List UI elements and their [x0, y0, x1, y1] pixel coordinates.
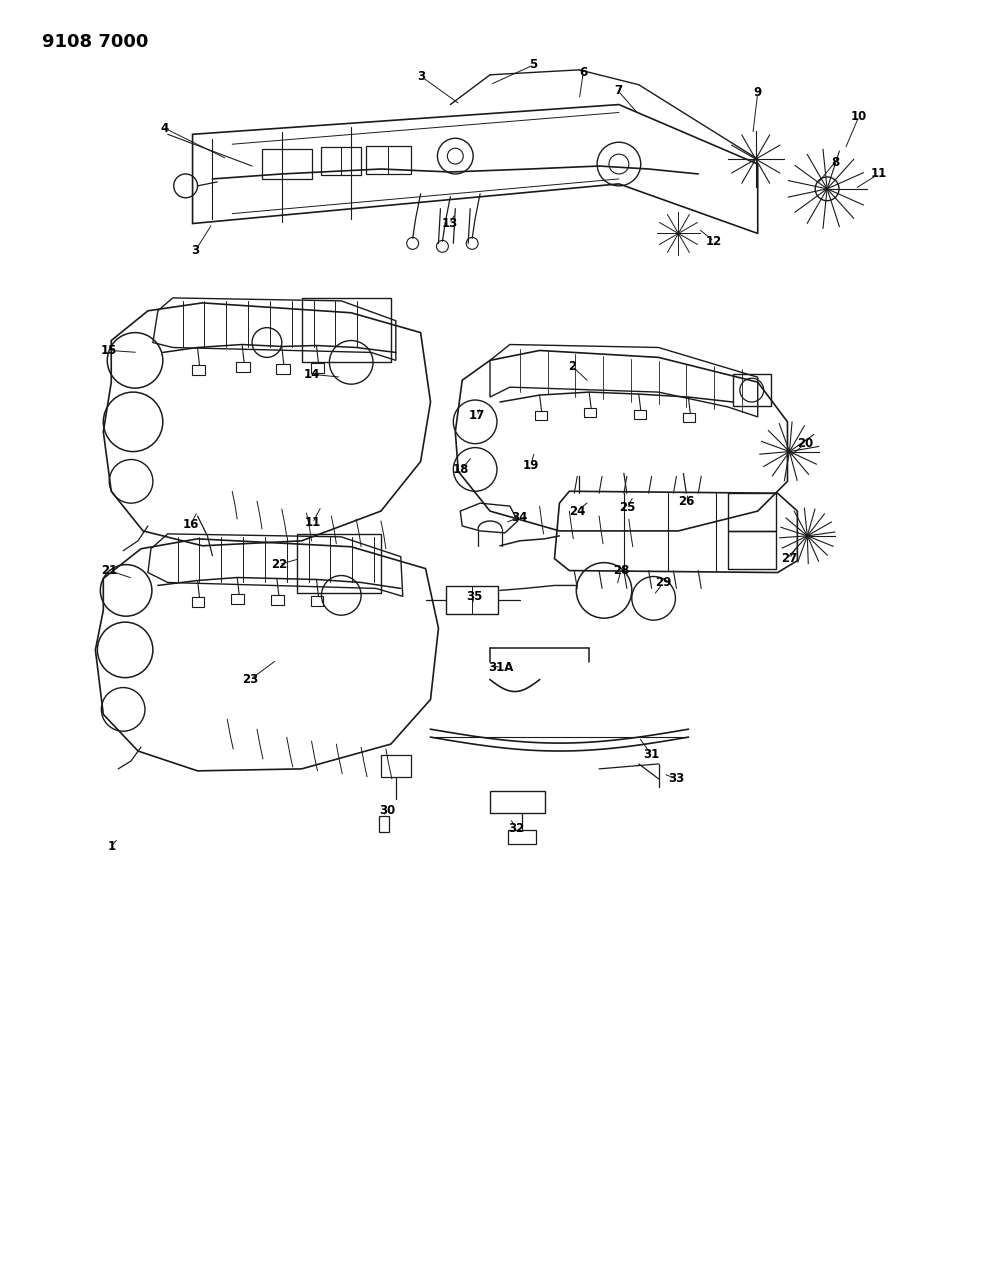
Bar — [733, 375, 771, 405]
Bar — [508, 830, 536, 844]
Text: 9: 9 — [754, 87, 762, 99]
Bar — [366, 147, 411, 173]
Text: 11: 11 — [305, 516, 320, 529]
Text: 12: 12 — [706, 235, 723, 247]
Bar — [311, 597, 323, 607]
Bar — [302, 298, 391, 362]
Bar — [192, 366, 205, 375]
Bar — [683, 413, 695, 422]
Text: 10: 10 — [850, 110, 867, 122]
Bar — [634, 411, 646, 419]
Bar — [311, 363, 324, 374]
Text: 29: 29 — [656, 576, 671, 589]
Bar — [535, 411, 547, 419]
Text: 1: 1 — [107, 840, 115, 853]
Text: 3: 3 — [192, 244, 200, 256]
Text: 5: 5 — [530, 59, 538, 71]
Text: 8: 8 — [831, 156, 839, 168]
Text: 9108 7000: 9108 7000 — [42, 33, 148, 51]
Text: 11: 11 — [871, 167, 887, 181]
Text: 35: 35 — [466, 590, 483, 603]
Bar — [297, 534, 381, 593]
Text: 22: 22 — [270, 558, 287, 571]
Bar — [321, 147, 361, 175]
Text: 23: 23 — [242, 673, 259, 686]
Text: 21: 21 — [101, 564, 117, 578]
Text: 32: 32 — [508, 822, 525, 835]
Text: 6: 6 — [579, 66, 587, 79]
Bar — [728, 530, 776, 569]
Bar — [261, 149, 312, 179]
Bar — [231, 594, 244, 604]
Text: 3: 3 — [418, 70, 426, 83]
Text: 19: 19 — [523, 459, 539, 472]
Text: 4: 4 — [160, 122, 169, 135]
Text: 2: 2 — [568, 360, 576, 372]
Text: 25: 25 — [618, 501, 635, 514]
Text: 33: 33 — [668, 773, 684, 785]
Bar — [271, 595, 284, 606]
Bar — [276, 365, 290, 375]
Bar — [379, 816, 389, 833]
Text: 26: 26 — [678, 495, 695, 507]
Bar — [728, 493, 776, 530]
Bar — [584, 408, 596, 417]
Text: 30: 30 — [378, 805, 395, 817]
Text: 13: 13 — [441, 217, 457, 230]
Bar — [192, 598, 204, 607]
Text: 20: 20 — [797, 437, 814, 450]
Text: 24: 24 — [569, 505, 586, 518]
Bar — [490, 790, 545, 812]
Text: 7: 7 — [613, 84, 622, 97]
Text: 27: 27 — [781, 552, 797, 565]
Bar — [236, 362, 250, 372]
Text: 31A: 31A — [489, 662, 513, 674]
Text: 18: 18 — [453, 463, 470, 476]
Text: 28: 28 — [612, 564, 629, 578]
Text: 34: 34 — [511, 510, 528, 524]
Text: 16: 16 — [183, 519, 199, 532]
Bar — [446, 586, 498, 615]
Bar — [381, 755, 411, 776]
Text: 31: 31 — [644, 748, 660, 761]
Text: 15: 15 — [101, 344, 117, 357]
Text: 14: 14 — [304, 367, 319, 381]
Text: 17: 17 — [469, 409, 486, 422]
